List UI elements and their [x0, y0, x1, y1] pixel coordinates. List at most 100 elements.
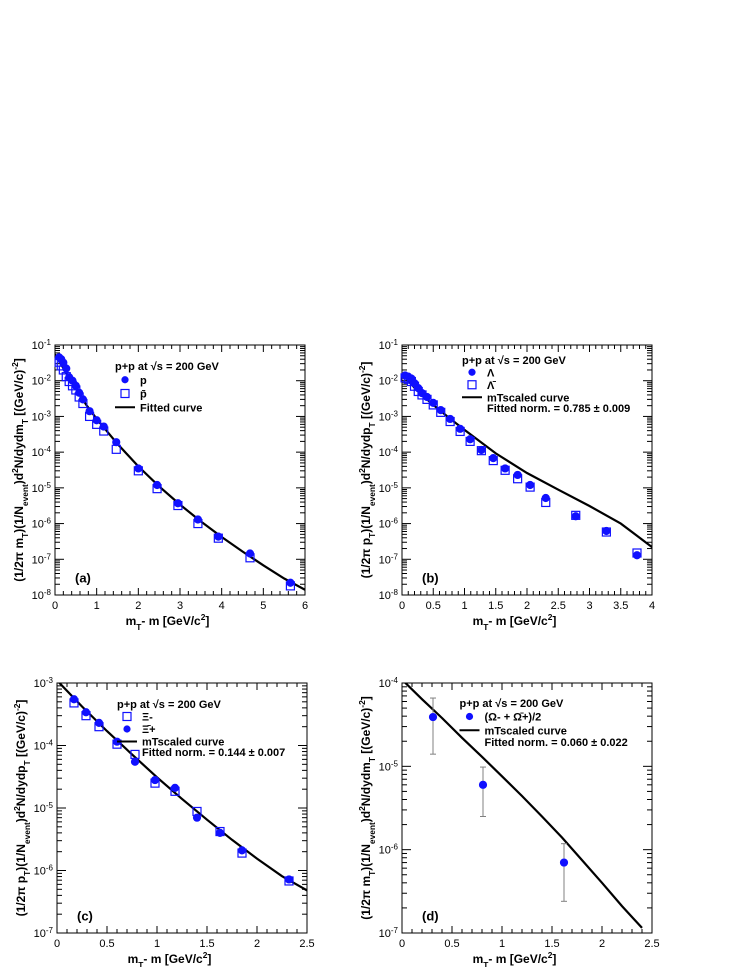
data-point-c-s1 [284, 875, 294, 884]
data-point-b-s1 [541, 497, 551, 508]
data-point-a-s1 [61, 372, 71, 382]
x-tick-label: 1 [154, 938, 160, 950]
x-axis-label: mT- m [GeV/c2] [473, 612, 557, 632]
plot-frame [56, 682, 308, 934]
data-point-d-s0 [428, 712, 438, 722]
legend: p+p at √s = 200 GeV p p̄Fitted curve [115, 361, 220, 414]
x-tick-label: 0.5 [426, 600, 441, 612]
data-point-c-s1 [170, 783, 180, 792]
data-point-a-s1 [78, 398, 88, 409]
legend-entry-label: p̄ [140, 389, 147, 401]
x-tick-label: 0.5 [444, 938, 459, 950]
y-tick-label: 10-2 [32, 373, 52, 388]
x-tick-label: 3.5 [613, 600, 628, 612]
data-point-b-s0 [436, 406, 445, 415]
y-axis-label: (1/2π mT)(1/Nevent)d2N/dydmT [(GeV/c)-2] [10, 358, 30, 582]
legend-marker-square [122, 711, 132, 722]
legend-title: p+p at √s = 200 GeV [117, 699, 222, 711]
data-point-b-s0 [446, 414, 455, 424]
panel-label: (b) [422, 571, 439, 586]
legend-entry-label: mTscaled curve [142, 737, 224, 749]
y-tick-label: 10-6 [32, 516, 52, 531]
x-tick-label: 1 [94, 600, 100, 612]
y-tick-label: 10-5 [32, 480, 52, 495]
y-tick-label: 10-4 [32, 445, 52, 460]
x-tick-label: 1.5 [544, 938, 559, 950]
data-point-b-s1 [436, 407, 446, 417]
y-tick-label: 10-5 [379, 759, 399, 774]
data-point-a-s1 [58, 365, 68, 375]
data-point-b-s0 [456, 424, 465, 433]
data-point-a-s0 [112, 438, 121, 447]
legend-title: p+p at √s = 200 GeV [115, 361, 220, 373]
legend-marker-square [467, 380, 477, 390]
legend-title: p+p at √s = 200 GeV [460, 698, 565, 710]
data-point-c-s1 [150, 775, 160, 785]
legend-entry-label: mTscaled curve [485, 725, 567, 737]
data-point-b-s1 [465, 436, 475, 446]
data-point-b-s1 [513, 474, 523, 484]
x-tick-label: 2 [524, 600, 530, 612]
chart-panel-c: 0 0.5 1 1.5 2 2.5 10-7 10-6 10-5 10-4 10-3 p+p at √… [12, 676, 315, 967]
data-point-b-s0 [477, 445, 486, 455]
fit-curve [57, 683, 307, 892]
y-axis-label: (1/2π pT)(1/Nevent)d2N/dydpT [(GeV/c)-2] [12, 700, 32, 917]
x-tick-label: 0 [54, 938, 60, 950]
y-tick-label: 10-3 [34, 676, 54, 691]
x-tick-label: 6 [302, 600, 308, 612]
x-tick-label: 3 [586, 600, 592, 612]
y-tick-label: 10-6 [379, 516, 399, 531]
x-tick-label: 0 [399, 938, 405, 950]
panel-label: (c) [77, 909, 93, 924]
data-point-b-s1 [403, 374, 413, 384]
fit-curve [55, 353, 305, 591]
fit-curve [403, 683, 643, 929]
legend-title: p+p at √s = 200 GeV [462, 355, 567, 367]
data-point-b-s1 [571, 510, 581, 520]
data-point-a-s1 [213, 533, 223, 543]
y-tick-label: 10-8 [379, 588, 399, 603]
chart-panel-d: 0 0.5 1 1.5 2 2.5 10-7 10-6 10-5 10-4 p+p at √s = … [357, 676, 660, 967]
y-axis-label: (1/2π pT)(1/Nevent)d2N/dydpT [(GeV/c)-2] [357, 362, 377, 579]
data-point-a-s1 [71, 385, 81, 395]
plot-frame [401, 344, 653, 596]
data-point-a-s0 [85, 407, 94, 416]
x-tick-label: 1.5 [199, 938, 214, 950]
data-point-d-s0 [559, 858, 569, 867]
data-point-c-s1 [69, 695, 79, 704]
x-tick-label: 5 [260, 600, 266, 612]
y-tick-label: 10-4 [379, 676, 399, 691]
x-tick-label: 2 [254, 938, 260, 950]
legend-entry-label: mTscaled curve [487, 392, 569, 404]
legend-entry-label: Fitted curve [140, 402, 202, 414]
legend-marker-circle [465, 712, 474, 721]
x-tick-label: 4 [649, 600, 655, 612]
panel-label: (a) [75, 571, 91, 586]
y-tick-label: 10-2 [379, 373, 399, 388]
legend-entry-label: p [140, 375, 147, 387]
data-point-a-s1 [84, 411, 95, 422]
data-point-b-s1 [422, 394, 432, 404]
data-point-a-s1 [245, 553, 255, 563]
y-axis-label: (1/2π mT)(1/Nevent)d2N/dydmT [(GeV/c)-2] [357, 696, 377, 920]
data-point-c-s1 [237, 846, 247, 855]
y-tick-label: 10-5 [34, 801, 54, 816]
data-point-a-s1 [173, 500, 183, 511]
data-point-b-s0 [489, 454, 498, 463]
y-tick-label: 10-4 [34, 738, 54, 753]
data-point-c-s1 [130, 757, 140, 766]
fitted-norm-note: Fitted norm. = 0.144 ± 0.007 [142, 747, 285, 759]
plot-frame [54, 344, 306, 596]
y-tick-label: 10-7 [379, 552, 399, 567]
data-point-b-s1 [632, 548, 642, 558]
panel-label: (d) [422, 909, 439, 924]
x-axis-label: mT- m [GeV/c2] [473, 950, 557, 967]
legend-marker-circle [123, 725, 131, 733]
data-point-c-s1 [81, 708, 91, 717]
legend-entry-label: Ξ- [142, 712, 153, 724]
chart-panel-b: 0 0.5 1 1.5 2 2.5 3 3.5 4 10-8 10-7 10-6 10-5 10-4 10-… [357, 338, 655, 633]
data-point-c-s1 [192, 813, 202, 822]
legend-marker-circle [121, 376, 129, 384]
x-tick-label: 1 [461, 600, 467, 612]
